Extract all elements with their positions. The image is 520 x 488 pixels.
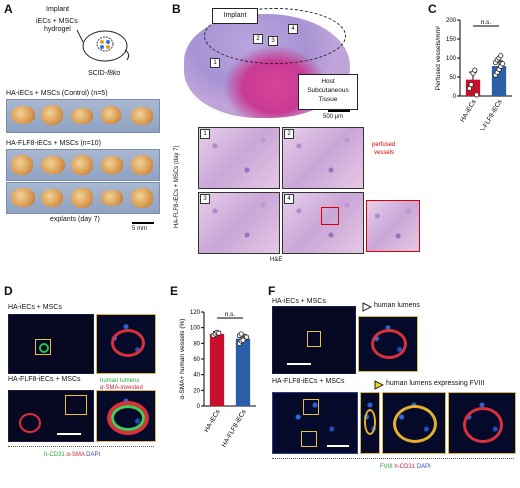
panel-label-f: F [268, 284, 276, 298]
x-tick-label: HA-iECs [203, 408, 222, 434]
control-explant-photos [6, 99, 160, 133]
implant-outline [204, 8, 346, 64]
mouse-label: SCID-f8ko [88, 70, 121, 77]
d-control-zoom [96, 314, 156, 374]
y-tick-label: 100 [190, 326, 201, 332]
y-tick-label: 0 [197, 404, 201, 410]
chart-c: 0 50 100 150 200 Perfused vessels/mm² HA-iECsH… [435, 18, 512, 130]
y-tick-label: 100 [446, 56, 457, 62]
d-control-image [8, 314, 94, 374]
he-tile-3: 3 [198, 192, 280, 254]
legend-asma: α-SMA-invested [100, 385, 143, 391]
f-flf8-zoom-1 [360, 392, 380, 454]
implant-line-2: hydrogel [44, 26, 71, 33]
y-tick-label: 50 [449, 75, 456, 81]
perfused-label-1: perfused [372, 142, 396, 148]
f-divider [272, 458, 514, 459]
data-point [499, 61, 506, 67]
f-row1-title: HA-iECs + MSCs [272, 298, 326, 305]
implant-box: Implant [212, 8, 258, 24]
implant-title: Implant [46, 6, 69, 13]
data-point [243, 334, 250, 340]
y-tick-label: 0 [453, 94, 457, 100]
f-legend-fviii: human lumens expressing FVIII [386, 380, 485, 387]
data-point [238, 331, 244, 337]
he-tile-1: 1 [198, 127, 280, 189]
data-point [240, 337, 246, 343]
significance-label: n.s. [225, 311, 236, 318]
flf8-explant-photos-row2 [6, 182, 160, 214]
f-control-zoom [358, 316, 418, 372]
panel-label-b: B [172, 2, 181, 16]
perfused-vessel-zoom [366, 200, 420, 252]
he-label: H&E [270, 257, 283, 263]
y-tick-label: 60 [193, 357, 200, 363]
a-row1-title: HA-iECs + MSCs (Control) (n=5) [6, 90, 108, 97]
x-tick-label: HA-FLF8-iECs [477, 98, 505, 130]
scale-bar-a-label: 5 mm [132, 226, 147, 232]
panel-label-d: D [4, 284, 13, 298]
f-row2-title: HA-FLF8-iECs + MSCs [272, 378, 345, 385]
y-axis-title: α-SMA+ human vessels (%) [179, 319, 186, 400]
a-row2-title: HA-FLF8-iECs + MSCs (n=10) [6, 140, 101, 147]
d-stain-legend: h-CD31 α-SMA DAPI [44, 452, 101, 458]
y-axis-title: Perfused vessels/mm² [435, 25, 442, 90]
panel-label-e: E [170, 284, 179, 298]
scale-bar-b [328, 110, 350, 112]
x-tick-label: HA-FLF8-iECs [221, 408, 249, 449]
region-marker-3: 3 [268, 36, 278, 46]
panel-label-a: A [4, 2, 13, 16]
implant-line-1: iECs + MSCs [36, 18, 78, 25]
bar-ha-iecs [209, 333, 225, 406]
x-tick-label: HA-iECs [459, 98, 478, 124]
yellow-triangle-icon [374, 380, 384, 390]
region-marker-1: 1 [210, 58, 220, 68]
he-tile-2: 2 [282, 127, 364, 189]
significance-label: n.s. [481, 19, 492, 26]
host-tissue-box: Host Subcutaneous Tissue [298, 74, 358, 110]
f-flf8-image [272, 392, 358, 454]
bar-ha-flf8-iecs [235, 338, 251, 406]
f-stain-legend: FVIII h-CD31 DAPI [380, 464, 431, 470]
y-tick-label: 200 [446, 18, 457, 24]
d-flf8-zoom [96, 390, 156, 442]
f-control-image [272, 306, 356, 374]
d-row1-title: HA-iECs + MSCs [8, 304, 62, 311]
y-tick-label: 150 [446, 37, 457, 43]
region-marker-2: 2 [253, 34, 263, 44]
explants-caption: explants (day 7) [50, 216, 100, 223]
legend-human-lumens: human lumens [100, 378, 140, 384]
y-tick-label: 40 [193, 373, 200, 379]
y-tick-label: 120 [190, 310, 201, 316]
mouse-illustration [76, 29, 130, 62]
f-flf8-zoom-2 [382, 392, 446, 454]
data-point [468, 82, 474, 88]
he-tile-4: 4 [282, 192, 364, 254]
data-point [216, 330, 222, 336]
data-point [498, 53, 504, 59]
d-row2-title: HA-FLF8-iECs + MSCs [8, 376, 81, 383]
flf8-explant-photos-row1 [6, 149, 160, 181]
b-y-label: HA-FLF8-iECs + MSCs (day 7) [174, 145, 180, 228]
scale-bar-a [132, 222, 154, 224]
y-tick-label: 80 [193, 341, 200, 347]
chart-e: 0 20 40 60 80 100 120 α-SMA+ human vessels (%) H… [179, 310, 256, 449]
scale-bar-b-label: 500 μm [323, 114, 344, 120]
f-legend-human-lumens: human lumens [374, 302, 420, 309]
d-divider [8, 446, 154, 447]
data-point [472, 67, 478, 73]
d-flf8-image [8, 390, 94, 442]
perfused-label-2: vessels [374, 150, 395, 156]
white-triangle-icon [362, 302, 372, 312]
f-flf8-zoom-3 [448, 392, 516, 454]
region-marker-4: 4 [288, 24, 298, 34]
panel-label-c: C [428, 2, 437, 16]
data-point [473, 92, 480, 98]
y-tick-label: 20 [193, 388, 200, 394]
